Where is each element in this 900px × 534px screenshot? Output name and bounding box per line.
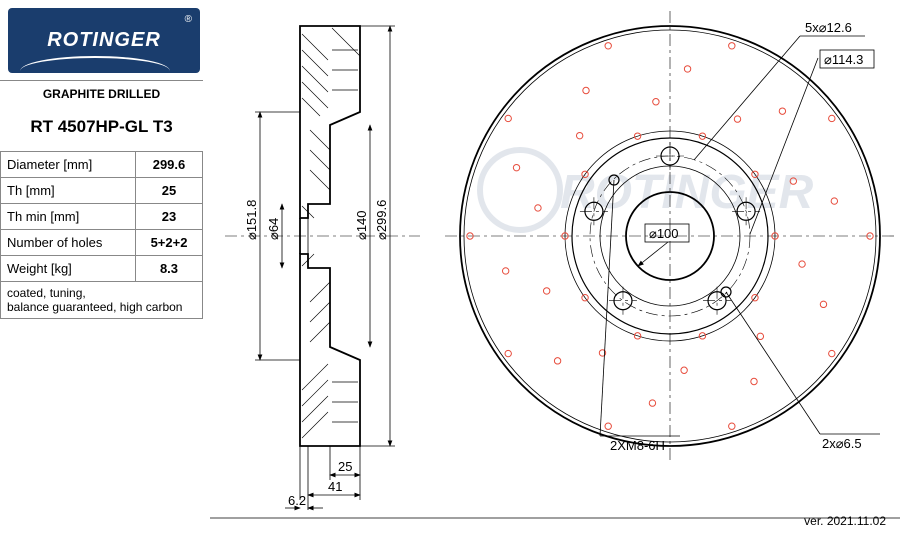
table-row: Number of holes5+2+2 [1, 230, 203, 256]
spec-label: Diameter [mm] [1, 152, 136, 178]
spec-value: 299.6 [136, 152, 203, 178]
spec-value: 25 [136, 178, 203, 204]
table-row: Diameter [mm]299.6 [1, 152, 203, 178]
dim-inner: ⌀151.8 [244, 200, 259, 240]
spec-label: Th min [mm] [1, 204, 136, 230]
spec-label: Weight [kg] [1, 256, 136, 282]
spec-value: 8.3 [136, 256, 203, 282]
part-number: RT 4507HP-GL T3 [0, 107, 203, 151]
callout-center: ⌀100 [649, 226, 679, 241]
table-row: Th min [mm]23 [1, 204, 203, 230]
product-subtitle: GRAPHITE DRILLED [0, 80, 203, 107]
dim-th: 25 [338, 459, 352, 474]
technical-drawing: ⌀299.6 ⌀140 ⌀151.8 ⌀64 25 41 6.2 [210, 0, 900, 528]
spec-panel: GRAPHITE DRILLED RT 4507HP-GL T3 Diamete… [0, 80, 203, 319]
spec-table: Diameter [mm]299.6Th [mm]25Th min [mm]23… [0, 151, 203, 282]
dim-hat: ⌀140 [354, 210, 369, 240]
spec-footnote: coated, tuning,balance guaranteed, high … [0, 282, 203, 319]
spec-value: 23 [136, 204, 203, 230]
callout-pcd: ⌀114.3 [824, 52, 863, 67]
spec-label: Number of holes [1, 230, 136, 256]
dim-bore: ⌀64 [266, 218, 281, 240]
dim-outer: ⌀299.6 [374, 200, 389, 240]
brand-logo: ROTINGER ® [8, 8, 200, 73]
dim-offset: 41 [328, 479, 342, 494]
spec-label: Th [mm] [1, 178, 136, 204]
dim-flange: 6.2 [288, 493, 306, 508]
table-row: Weight [kg]8.3 [1, 256, 203, 282]
callout-bolt: 5x⌀12.6 [805, 20, 852, 35]
front-view: 5x⌀12.6 ⌀114.3 ⌀100 2XM8-6H 2x⌀6.5 [445, 11, 895, 461]
side-view: ⌀299.6 ⌀140 ⌀151.8 ⌀64 25 41 6.2 [225, 26, 420, 510]
callout-pin: 2x⌀6.5 [822, 436, 862, 451]
registered-mark: ® [185, 14, 192, 25]
brand-name: ROTINGER [47, 29, 161, 52]
spec-value: 5+2+2 [136, 230, 203, 256]
callout-thread: 2XM8-6H [610, 438, 665, 453]
table-row: Th [mm]25 [1, 178, 203, 204]
